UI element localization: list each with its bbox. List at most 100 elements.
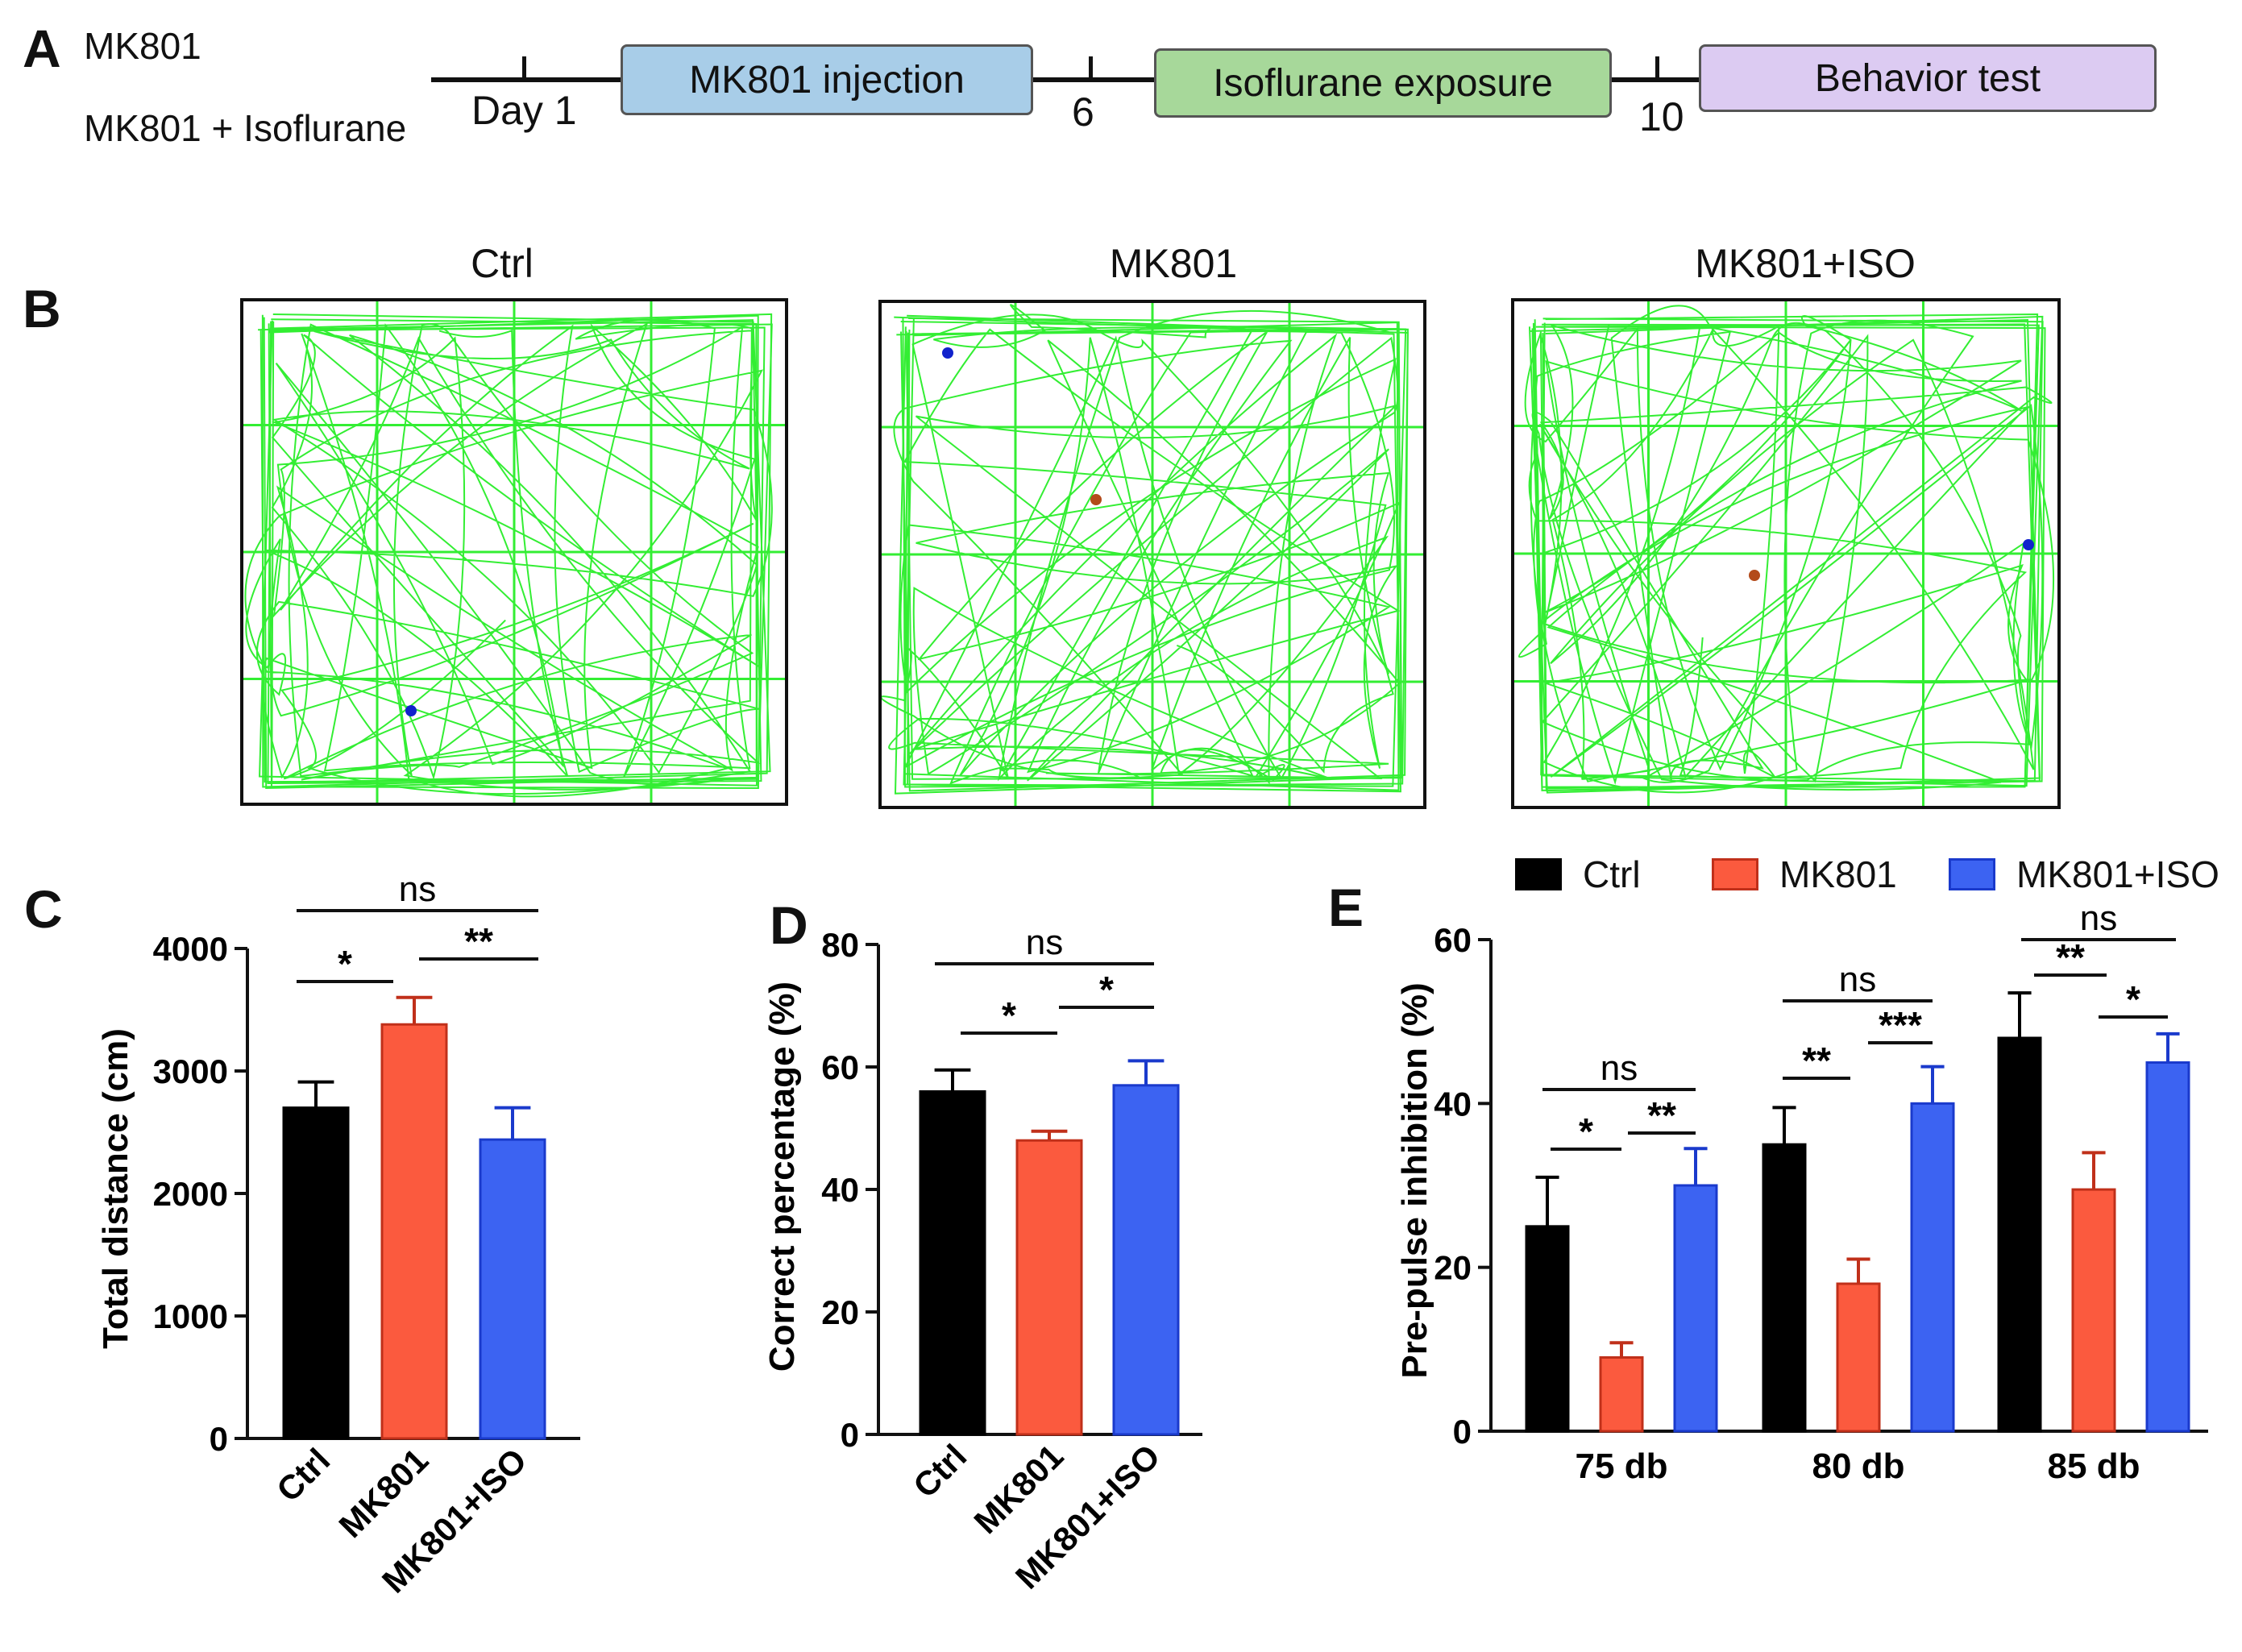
legend-swatch-mk801-iso bbox=[1949, 858, 1995, 890]
legend-swatch-ctrl bbox=[1515, 858, 1562, 890]
arena-track-path bbox=[1539, 326, 2046, 790]
chart-e-prepulse-inhibition: Pre-pulse inhibition (%) 0 20 40 60 75 db 80 … bbox=[1395, 899, 2208, 1486]
chart-e-bar-0-0 bbox=[1525, 1225, 1570, 1433]
chart-e-y-tick-label: 20 bbox=[1434, 1249, 1472, 1287]
chart-e-significance-label: ** bbox=[1647, 1094, 1676, 1136]
chart-e-y-tick-label: 0 bbox=[1453, 1413, 1472, 1451]
chart-c-x-tick-label: Ctrl bbox=[269, 1441, 337, 1509]
chart-d-y-tick-label: 0 bbox=[841, 1416, 859, 1454]
arena-title-ctrl: Ctrl bbox=[471, 241, 534, 286]
chart-d-y-tick-label: 40 bbox=[821, 1171, 859, 1209]
chart-e-bar-2-0 bbox=[1673, 1184, 1718, 1433]
chart-e-significance-label: *** bbox=[1879, 1004, 1922, 1046]
chart-e-significance-label: ** bbox=[2056, 936, 2085, 978]
arena-track-path bbox=[268, 323, 766, 790]
open-field-arena-ctrl bbox=[240, 298, 788, 806]
timeline-tick-day1 bbox=[522, 56, 526, 81]
group-label-mk801: MK801 bbox=[84, 25, 201, 67]
legend-item-ctrl: Ctrl bbox=[1515, 853, 1641, 896]
chart-d-ylabel: Correct percentage (%) bbox=[762, 982, 802, 1372]
chart-c-significance-label: ns bbox=[399, 870, 436, 909]
legend-label-mk801: MK801 bbox=[1779, 853, 1897, 895]
arena-track-path bbox=[894, 326, 1403, 795]
chart-c-bar-1 bbox=[380, 1023, 448, 1440]
arena-track-path bbox=[905, 318, 1402, 780]
panel-d-letter: D bbox=[770, 895, 808, 955]
chart-e-significance-label: ns bbox=[1839, 960, 1876, 999]
chart-c-y-tick-label: 1000 bbox=[153, 1297, 228, 1335]
chart-e-bar-0-1 bbox=[1762, 1143, 1807, 1433]
arena-title-mk801-iso: MK801+ISO bbox=[1695, 241, 1916, 286]
chart-e-bar-1-2 bbox=[2071, 1188, 2116, 1433]
arena-track-path bbox=[880, 304, 1401, 785]
chart-e-y-tick-label: 40 bbox=[1434, 1085, 1472, 1123]
chart-d-significance-label: * bbox=[1099, 969, 1114, 1011]
end-point-marker bbox=[942, 347, 953, 359]
legend-item-mk801-iso: MK801+ISO bbox=[1949, 853, 2219, 896]
open-field-arena-mk801 bbox=[878, 300, 1426, 809]
chart-e-significance-label: ns bbox=[1601, 1048, 1638, 1088]
chart-c-y-tick-label: 3000 bbox=[153, 1052, 228, 1090]
timeline-box-behavior-test: Behavior test bbox=[1699, 44, 2157, 112]
panel-a-letter: A bbox=[23, 19, 61, 78]
chart-c-bar-2 bbox=[479, 1138, 546, 1440]
chart-e-bar-2-2 bbox=[2145, 1061, 2190, 1433]
arena-track-path bbox=[1534, 315, 2044, 787]
chart-e-significance-label: * bbox=[2126, 978, 2140, 1020]
panel-c-letter: C bbox=[24, 879, 63, 939]
legend-label-mk801-iso: MK801+ISO bbox=[2016, 853, 2219, 895]
chart-c-y-tick-label: 2000 bbox=[153, 1175, 228, 1213]
arena-track-path bbox=[261, 313, 773, 788]
arena-tracks bbox=[243, 301, 785, 803]
chart-d-y-tick-label: 80 bbox=[821, 926, 859, 964]
chart-d-correct-percentage: Correct percentage (%) 020406080CtrlMK80… bbox=[762, 923, 1202, 1596]
chart-e-bar-1-1 bbox=[1836, 1282, 1881, 1433]
chart-e-x-tick-label: 75 db bbox=[1576, 1447, 1668, 1486]
timeline-tick-day10 bbox=[1655, 56, 1659, 81]
chart-d-bar-0 bbox=[919, 1090, 986, 1436]
arena-tracks bbox=[880, 303, 1423, 806]
chart-e-significance-label: ns bbox=[2080, 899, 2117, 938]
arena-title-mk801: MK801 bbox=[1109, 241, 1238, 286]
arena-track-path bbox=[1518, 305, 2055, 794]
group-label-mk801-isoflurane: MK801 + Isoflurane bbox=[84, 107, 407, 149]
chart-c-y-tick-label: 4000 bbox=[153, 930, 228, 968]
chart-e-bar-2-1 bbox=[1910, 1102, 1955, 1433]
chart-d-bar-1 bbox=[1015, 1139, 1083, 1436]
timeline-tick-day6 bbox=[1089, 56, 1093, 81]
chart-e-ylabel: Pre-pulse inhibition (%) bbox=[1395, 982, 1434, 1378]
chart-d-significance-label: ns bbox=[1026, 923, 1063, 962]
chart-c-ylabel: Total distance (cm) bbox=[96, 1028, 135, 1349]
arena-track-path bbox=[258, 319, 762, 785]
chart-e-y-tick-label: 60 bbox=[1434, 921, 1472, 959]
chart-d-y-tick-label: 20 bbox=[821, 1293, 859, 1331]
arena-track-path bbox=[1528, 318, 2041, 794]
chart-c-significance-label: ** bbox=[464, 920, 493, 962]
chart-e-x-tick-label: 85 db bbox=[2048, 1447, 2140, 1486]
chart-d-significance-label: * bbox=[1002, 994, 1016, 1036]
legend-label-ctrl: Ctrl bbox=[1583, 853, 1641, 895]
arena-track-path bbox=[263, 317, 758, 789]
chart-e-significance-label: ** bbox=[1802, 1040, 1831, 1081]
end-point-marker bbox=[405, 705, 417, 716]
arena-track-path bbox=[1535, 322, 2041, 782]
timeline-label-day1: Day 1 bbox=[471, 88, 577, 133]
legend-swatch-mk801 bbox=[1712, 858, 1758, 890]
chart-e-significance-label: * bbox=[1579, 1110, 1593, 1152]
panel-b-letter: B bbox=[23, 279, 61, 338]
legend-item-mk801: MK801 bbox=[1712, 853, 1897, 896]
chart-c-bar-0 bbox=[282, 1106, 350, 1440]
chart-e-x-tick-label: 80 db bbox=[1812, 1447, 1905, 1486]
timeline-box-isoflurane-exposure: Isoflurane exposure bbox=[1154, 48, 1612, 118]
chart-c-y-tick-label: 0 bbox=[210, 1420, 228, 1458]
chart-d-y-tick-label: 60 bbox=[821, 1048, 859, 1086]
arena-track-path bbox=[900, 318, 1407, 787]
timeline-label-day6: 6 bbox=[1072, 89, 1094, 135]
chart-e-bar-0-2 bbox=[1997, 1036, 2042, 1433]
panel-e-letter: E bbox=[1328, 878, 1364, 937]
chart-d-bar-2 bbox=[1112, 1084, 1180, 1436]
open-field-arena-mk801-iso bbox=[1511, 298, 2061, 809]
end-point-marker bbox=[2023, 539, 2034, 550]
timeline-label-day10: 10 bbox=[1639, 94, 1684, 139]
timeline-box-mk801-injection: MK801 injection bbox=[621, 44, 1033, 115]
